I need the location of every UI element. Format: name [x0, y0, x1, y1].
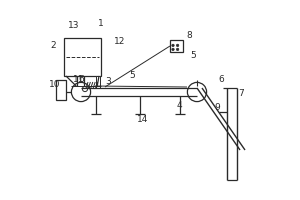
- Text: 9: 9: [214, 102, 220, 112]
- Circle shape: [172, 44, 174, 47]
- Bar: [64, 38, 101, 76]
- Text: 13: 13: [68, 21, 80, 29]
- Text: 6: 6: [218, 74, 224, 84]
- Circle shape: [172, 48, 174, 51]
- Text: 2: 2: [50, 42, 56, 50]
- Circle shape: [71, 82, 91, 102]
- Text: 11: 11: [73, 74, 85, 84]
- Text: 12: 12: [114, 38, 126, 46]
- Text: 7: 7: [238, 88, 244, 98]
- Bar: [170, 40, 183, 52]
- Circle shape: [176, 48, 179, 51]
- Text: 14: 14: [137, 116, 149, 124]
- Text: 8: 8: [186, 31, 192, 40]
- Text: 1: 1: [98, 20, 104, 28]
- Text: 5: 5: [190, 51, 196, 60]
- Text: 3: 3: [105, 76, 111, 86]
- Circle shape: [176, 44, 179, 47]
- Circle shape: [82, 86, 88, 92]
- Circle shape: [188, 82, 207, 102]
- Text: 4: 4: [176, 102, 182, 110]
- Bar: [96, 76, 100, 88]
- Text: 5: 5: [129, 71, 135, 79]
- Text: 10: 10: [49, 80, 61, 88]
- Text: 6: 6: [78, 75, 84, 84]
- Bar: [56, 80, 66, 100]
